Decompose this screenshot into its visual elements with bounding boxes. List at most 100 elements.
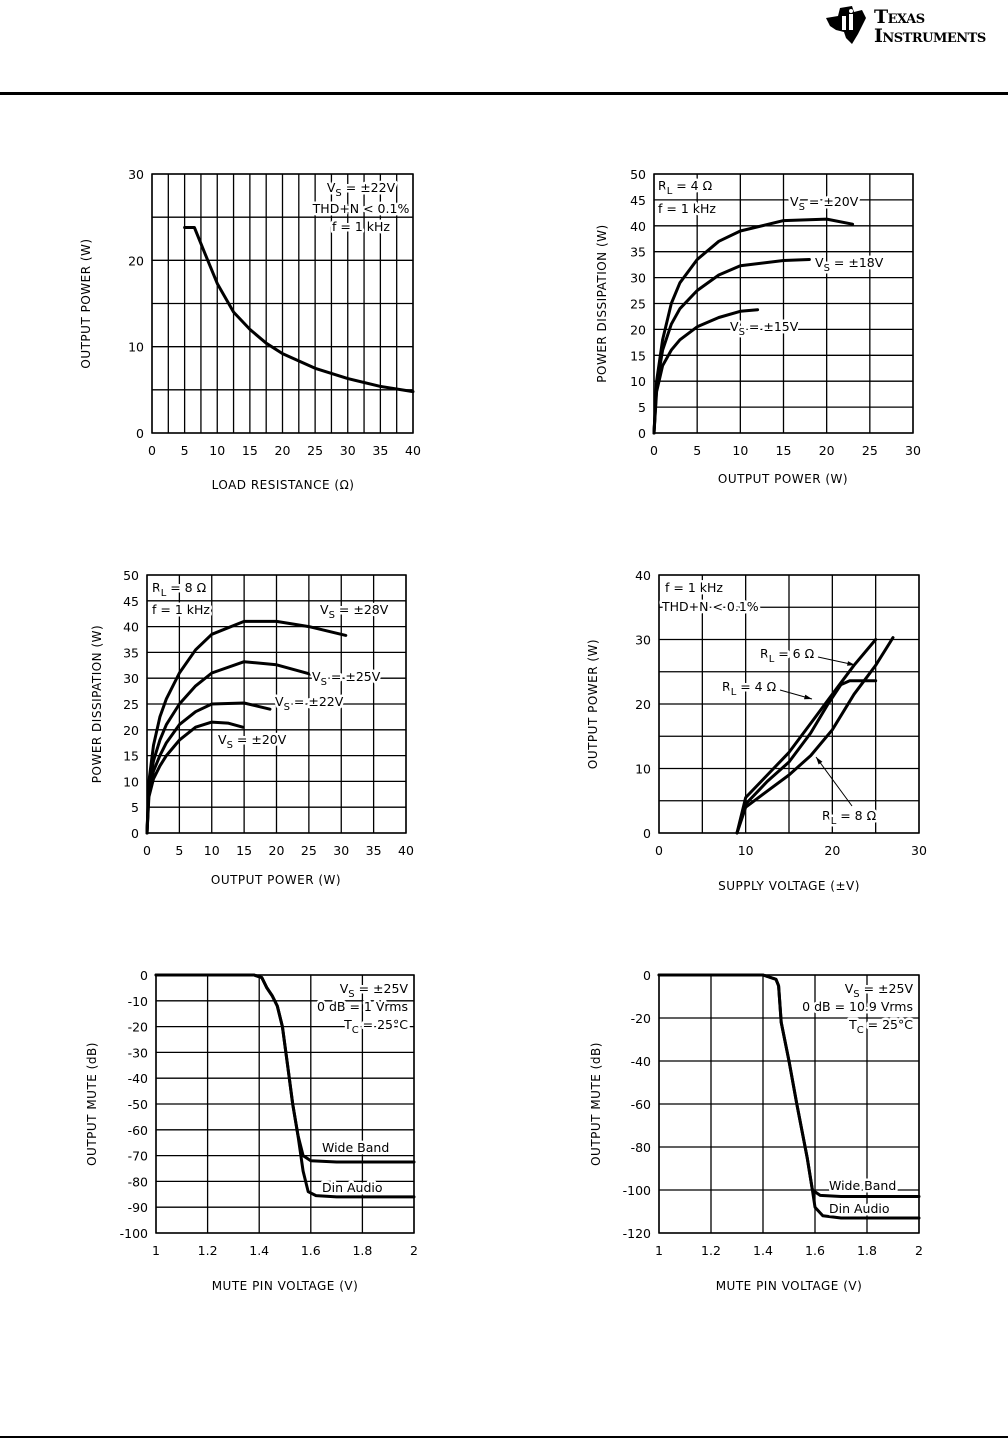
series-label: RL = 6 Ω <box>760 646 815 665</box>
arrowhead-icon <box>816 757 823 765</box>
x-axis-label: OUTPUT POWER (W) <box>718 472 848 486</box>
x-axis-label: SUPPLY VOLTAGE (±V) <box>718 879 860 893</box>
y-tick-label: -20 <box>631 1011 651 1026</box>
y-tick-label: 10 <box>635 762 651 777</box>
footer-divider <box>0 1436 1008 1438</box>
y-tick-label: -70 <box>128 1149 148 1164</box>
y-tick-label: -10 <box>128 994 148 1009</box>
y-tick-label: -50 <box>128 1097 148 1112</box>
y-tick-label: -40 <box>128 1071 148 1086</box>
plot-frame <box>146 574 407 834</box>
y-tick-label: -80 <box>128 1174 148 1189</box>
x-tick-label: 1.2 <box>701 1243 721 1258</box>
series-label: VS = ±22V <box>275 694 344 713</box>
y-tick-label: 40 <box>123 620 139 635</box>
x-tick-label: 30 <box>911 843 927 858</box>
y-tick-label: 35 <box>123 645 139 660</box>
series-line-3 <box>735 636 895 835</box>
y-axis-label: OUTPUT POWER (W) <box>79 238 93 368</box>
annotation: 0 dB = 1 Vrms <box>317 999 408 1014</box>
ti-state-icon <box>826 6 866 44</box>
x-tick-label: 1.8 <box>352 1243 372 1258</box>
y-tick-label: 20 <box>635 697 651 712</box>
x-axis-label: MUTE PIN VOLTAGE (V) <box>212 1279 359 1293</box>
annotation: THD+N < 0.1% <box>312 201 410 216</box>
x-tick-label: 0 <box>148 443 156 458</box>
x-axis-label: LOAD RESISTANCE (Ω) <box>212 478 355 492</box>
x-tick-label: 1.4 <box>249 1243 269 1258</box>
y-tick-label: -100 <box>120 1226 148 1241</box>
x-tick-label: 10 <box>204 843 220 858</box>
x-tick-label: 15 <box>236 843 252 858</box>
x-tick-label: 0 <box>650 443 658 458</box>
x-tick-label: 2 <box>410 1243 418 1258</box>
y-tick-label: 50 <box>630 167 646 182</box>
y-tick-label: 50 <box>123 568 139 583</box>
series-line-1 <box>145 619 348 835</box>
y-tick-label: 15 <box>630 348 646 363</box>
x-tick-label: 20 <box>824 843 840 858</box>
y-tick-label: -40 <box>631 1054 651 1069</box>
plot-frame <box>658 974 920 1234</box>
y-tick-label: 0 <box>643 826 651 841</box>
y-tick-label: 0 <box>140 968 148 983</box>
y-tick-label: 30 <box>123 671 139 686</box>
y-tick-label: -80 <box>631 1140 651 1155</box>
annotation: VS = ±25V <box>340 981 409 1000</box>
x-tick-label: 35 <box>366 843 382 858</box>
annotation: VS = ±25V <box>845 981 914 1000</box>
texas-instruments-logo: Texas Instruments <box>822 4 1008 48</box>
x-tick-label: 5 <box>693 443 701 458</box>
annotation: f = 1 kHz <box>665 580 723 595</box>
series-label: RL = 4 Ω <box>722 679 777 698</box>
chart-1: 0 5 10 15 20 25 30 35 40 0 10 20 30 LOAD RESISTANCE (… <box>79 167 421 492</box>
y-tick-label: -30 <box>128 1045 148 1060</box>
series-line-2 <box>652 258 811 435</box>
x-tick-label: 20 <box>275 443 291 458</box>
y-axis-label: OUTPUT MUTE (dB) <box>589 1042 603 1166</box>
y-tick-label: 20 <box>123 723 139 738</box>
chart-5: 1 1.2 1.4 1.6 1.8 2 0 -10 -20 -30 -40 -50 -60 -70 -80 -… <box>85 968 418 1293</box>
series-line-1 <box>735 638 878 835</box>
series-line-2 <box>657 973 921 1220</box>
x-axis-label: OUTPUT POWER (W) <box>211 873 341 887</box>
x-tick-label: 1.8 <box>857 1243 877 1258</box>
y-tick-label: 5 <box>131 800 139 815</box>
y-tick-label: 10 <box>123 774 139 789</box>
y-tick-label: 0 <box>136 426 144 441</box>
x-tick-label: 1 <box>152 1243 160 1258</box>
series-label: RL = 8 Ω <box>822 808 877 827</box>
series-label: Din Audio <box>829 1201 890 1216</box>
series-line-4 <box>145 720 245 835</box>
logo-line2: Instruments <box>874 25 986 47</box>
series-label: VS = ±18V <box>815 255 884 274</box>
annotation: f = 1 kHz <box>332 219 390 234</box>
chart-6: 1 1.2 1.4 1.6 1.8 2 0 -20 -40 -60 -80 -100 -120 MUTE … <box>589 968 923 1293</box>
x-tick-label: 15 <box>776 443 792 458</box>
annotation: 0 dB = 10.9 Vrms <box>802 999 913 1014</box>
y-tick-label: -100 <box>623 1183 651 1198</box>
series-label: VS = ±15V <box>730 319 799 338</box>
series-line-2 <box>154 973 416 1199</box>
series-label: VS = ±28V <box>320 602 389 621</box>
y-tick-label: -120 <box>623 1226 651 1241</box>
arrowhead-icon <box>847 661 855 666</box>
x-tick-label: 1.6 <box>805 1243 825 1258</box>
plot-frame <box>155 974 415 1234</box>
annotation: VS = ±22V <box>327 180 396 199</box>
y-tick-label: 10 <box>630 374 646 389</box>
y-tick-label: 30 <box>630 271 646 286</box>
x-tick-label: 25 <box>307 443 323 458</box>
y-tick-label: 5 <box>638 400 646 415</box>
x-tick-label: 30 <box>333 843 349 858</box>
plot-frame <box>653 173 914 434</box>
annotation: RL = 8 Ω <box>152 580 207 599</box>
y-tick-label: 15 <box>123 749 139 764</box>
logo-line1: Texas <box>874 6 925 28</box>
x-tick-label: 30 <box>340 443 356 458</box>
annotation: THD+N < 0.1% <box>661 599 759 614</box>
y-tick-label: 35 <box>630 245 646 260</box>
y-tick-label: 0 <box>643 968 651 983</box>
annotation: f = 1 kHz <box>658 201 716 216</box>
y-tick-label: -90 <box>128 1200 148 1215</box>
